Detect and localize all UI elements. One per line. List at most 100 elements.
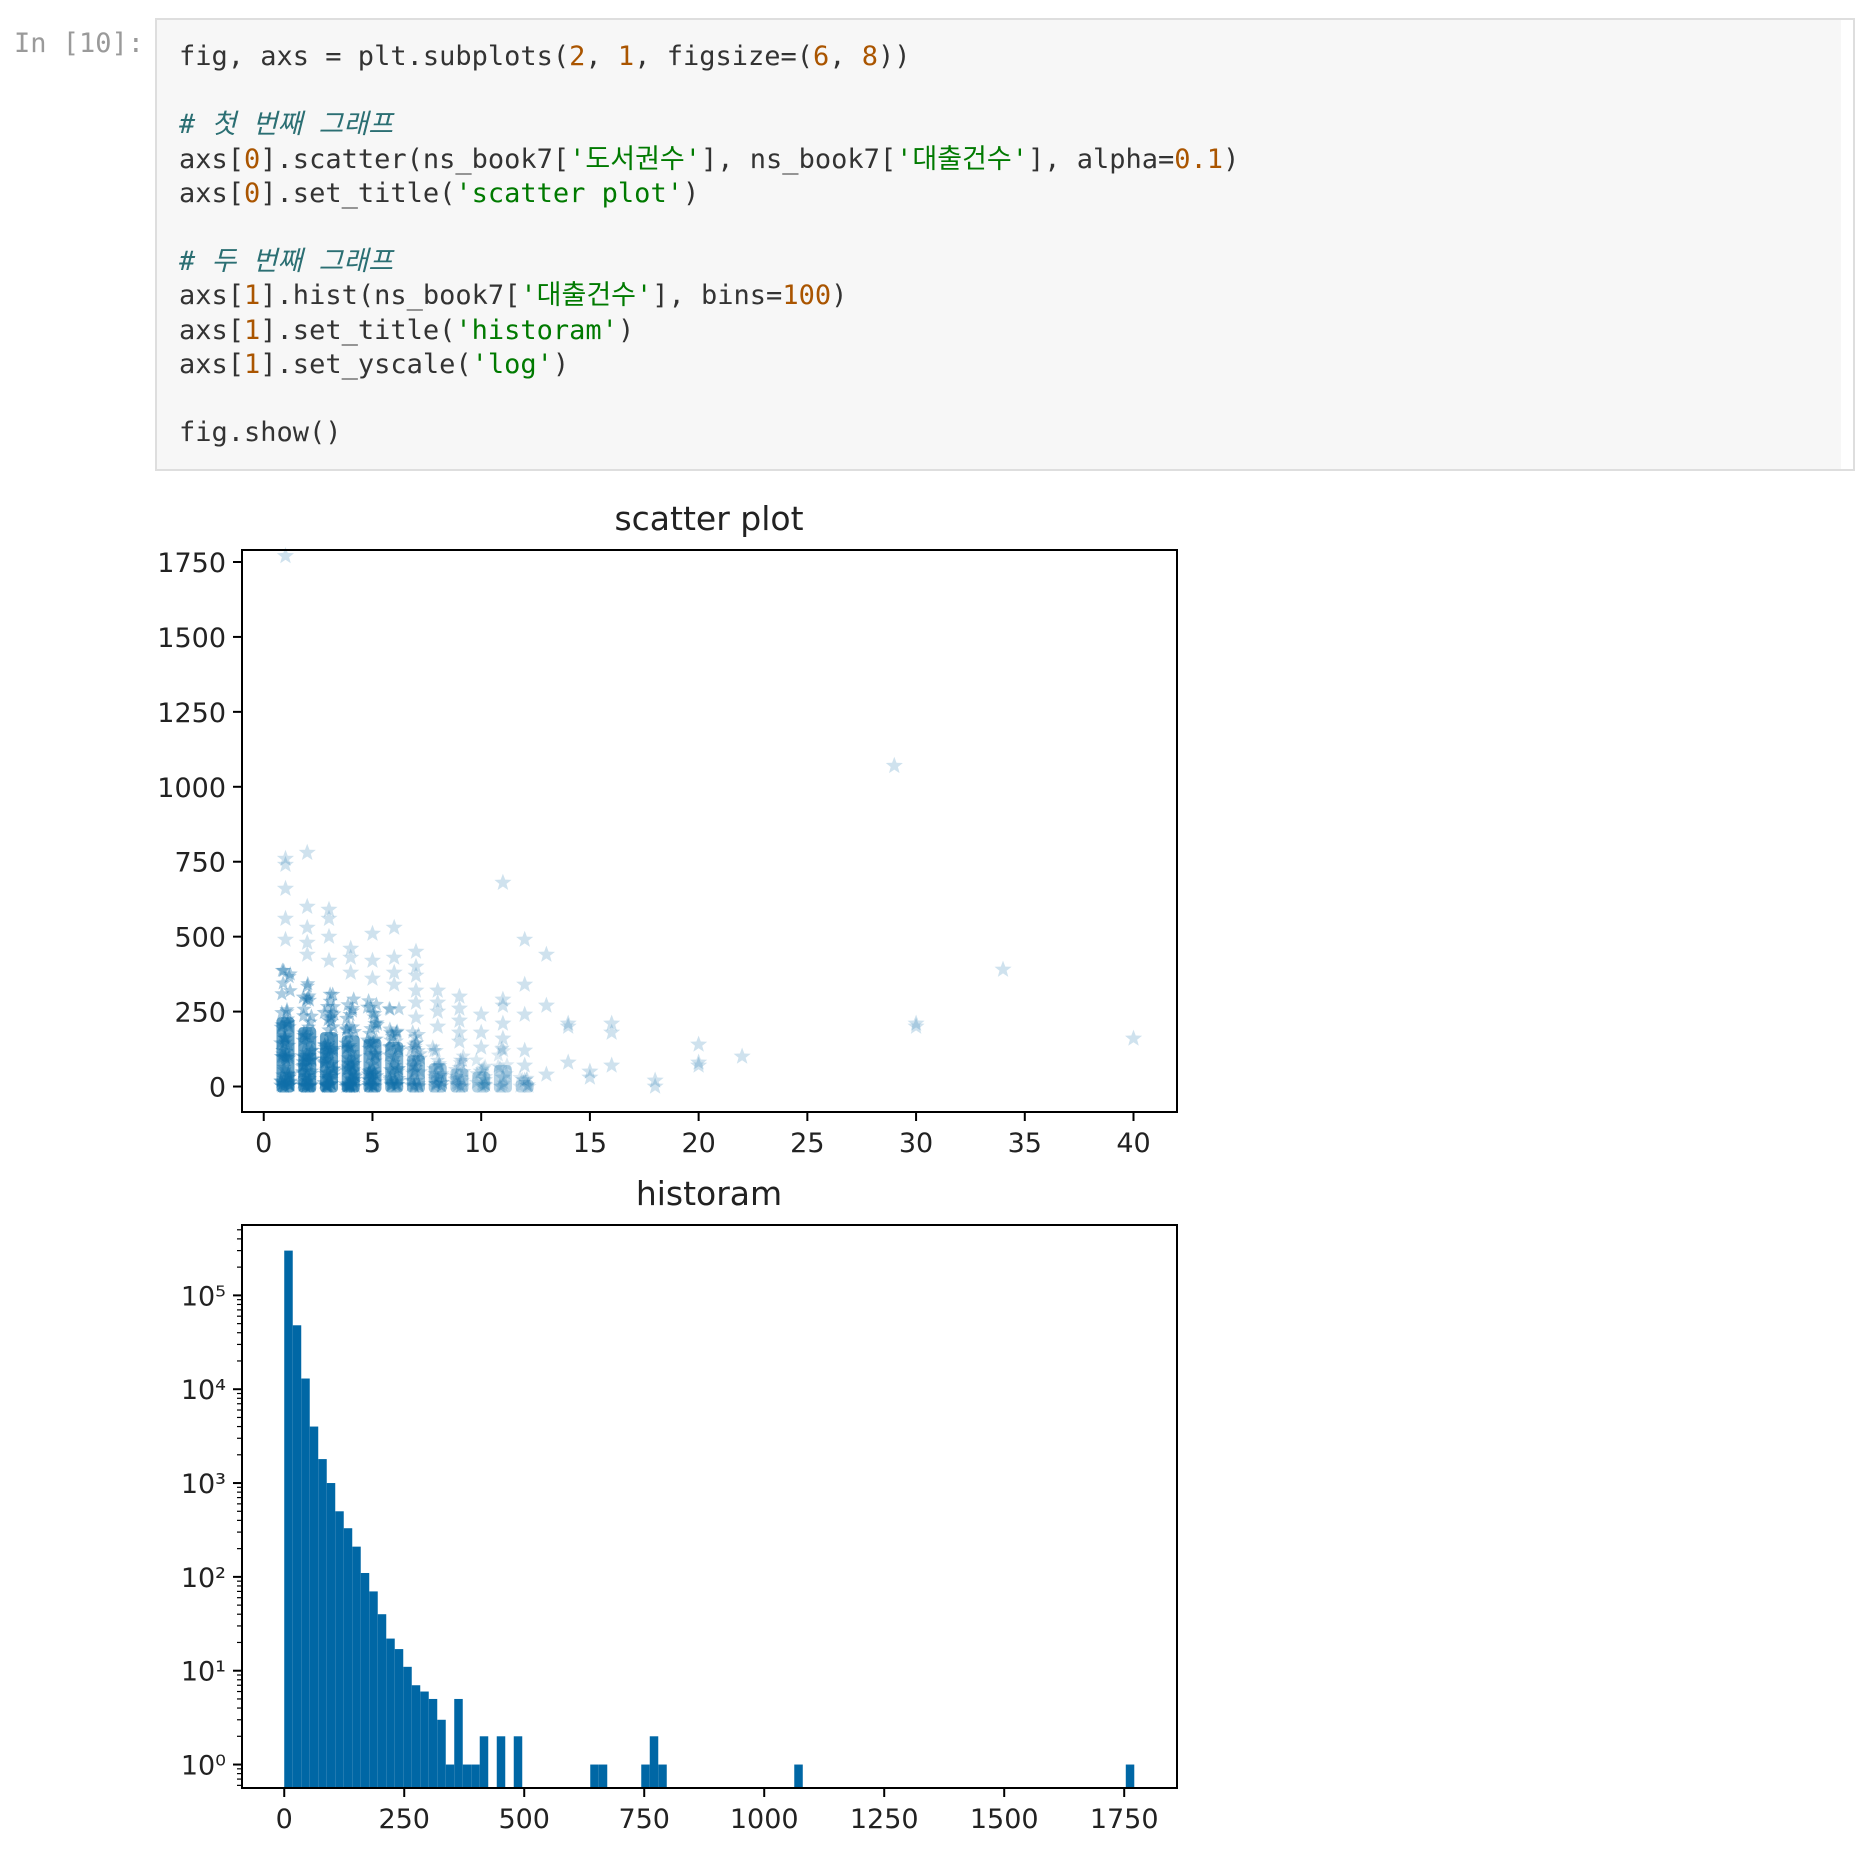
scatter-point <box>428 1042 444 1058</box>
scatter-point <box>477 1076 493 1091</box>
code-token-plain: axs[ <box>179 143 245 175</box>
histogram-bar <box>309 1426 319 1788</box>
scatter-point <box>409 1034 425 1050</box>
scatter-point <box>472 1062 490 1079</box>
code-line: axs[0].set_title('scatter plot') <box>179 177 1239 211</box>
y-tick-label: 1000 <box>157 773 226 804</box>
scatter-point <box>450 1032 468 1049</box>
scatter-point <box>516 930 534 947</box>
scatter-point <box>519 1071 535 1086</box>
scatter-point <box>382 1024 399 1039</box>
scatter-point <box>496 1075 512 1090</box>
scatter-point <box>276 855 294 872</box>
scatter-point <box>345 1000 361 1016</box>
code-cell-editor[interactable]: fig, axs = plt.subplots(2, 1, figsize=(6… <box>155 18 1855 471</box>
scatter-point <box>363 924 381 941</box>
scatter-point <box>388 1033 404 1048</box>
scatter-point <box>407 942 425 959</box>
code-token-str: '대출건수' <box>896 143 1028 175</box>
scatter-point <box>316 1004 332 1019</box>
scatter-point <box>425 1039 441 1054</box>
scatter-point <box>363 969 381 986</box>
y-tick-label: 750 <box>174 848 226 879</box>
scatter-point <box>494 996 512 1013</box>
histogram-bar <box>598 1764 608 1788</box>
scatter-point <box>494 1068 512 1085</box>
code-line: # 두 번째 그래프 <box>179 245 1239 279</box>
scatter-point <box>408 1035 424 1050</box>
scatter-point <box>363 951 381 968</box>
scatter-point <box>303 1008 319 1023</box>
scatter-point <box>383 1032 399 1047</box>
scatter-point <box>427 1078 443 1093</box>
scatter-point <box>490 1047 506 1062</box>
code-text[interactable]: fig, axs = plt.subplots(2, 1, figsize=(6… <box>179 40 1239 450</box>
scatter-point <box>279 1004 295 1019</box>
scatter-point <box>451 1059 467 1074</box>
scatter-point <box>477 1071 494 1087</box>
scatter-point <box>519 1077 535 1092</box>
scatter-point <box>282 982 298 998</box>
scatter-point <box>276 849 294 866</box>
scatter-dense-cluster <box>276 1017 295 1093</box>
scatter-point <box>276 879 294 896</box>
scatter-point <box>537 945 555 962</box>
scatter-point <box>428 1075 444 1091</box>
scatter-point <box>299 978 315 993</box>
scatter-point <box>407 981 425 998</box>
scatter-point <box>455 1052 471 1068</box>
scatter-dense-cluster <box>406 1055 425 1093</box>
scatter-point <box>406 1063 422 1079</box>
scatter-point <box>300 990 316 1005</box>
scatter-point <box>385 948 403 965</box>
histogram-bar <box>318 1459 327 1788</box>
scatter-point <box>410 1075 427 1091</box>
scatter-point <box>391 1000 407 1016</box>
histogram-ticks: 0 250 500 750 1000 1250 1500 1750 10⁰ 10¹ 10² 10³ 10… <box>181 1229 1159 1835</box>
y-tick-label: 10² <box>181 1563 226 1594</box>
scatter-point <box>296 1007 312 1023</box>
scatter-point <box>435 1074 451 1089</box>
scatter-point <box>478 1077 494 1092</box>
x-tick-label: 40 <box>1116 1128 1150 1159</box>
code-token-comment: # 두 번째 그래프 <box>179 246 394 278</box>
scatter-point <box>495 1077 511 1092</box>
x-tick-label: 0 <box>276 1804 293 1835</box>
scatter-point <box>519 1078 535 1093</box>
y-tick-label: 1500 <box>157 623 226 654</box>
scatter-point <box>406 1036 422 1052</box>
scatter-point <box>434 1067 451 1082</box>
scatter-point <box>514 1071 530 1086</box>
code-token-plain: , <box>829 41 862 72</box>
scatter-point <box>429 981 447 998</box>
code-token-plain: ) <box>552 348 570 380</box>
code-line: axs[1].hist(ns_book7['대출건수'], bins=100) <box>179 279 1239 313</box>
scatter-point <box>341 1026 357 1041</box>
scatter-point <box>385 918 403 935</box>
scatter-point <box>456 1078 472 1093</box>
scatter-point <box>452 1078 469 1093</box>
histogram-bar <box>649 1736 659 1788</box>
scatter-plot-area <box>242 550 1177 1112</box>
code-token-num: 8 <box>861 41 879 72</box>
scatter-axes: 0 5 10 15 20 25 30 35 40 0 250 500 750 1000 1250 1500 17… <box>157 499 1178 1159</box>
histogram-bar <box>454 1698 463 1788</box>
scatter-point <box>302 1014 318 1029</box>
editor-scrollbar[interactable] <box>1841 20 1853 469</box>
code-token-plain: , figsize=( <box>634 41 813 72</box>
scatter-point <box>320 909 338 926</box>
scatter-point <box>298 897 316 914</box>
scatter-point <box>405 1065 421 1080</box>
scatter-point <box>907 1014 925 1031</box>
code-token-str: 'log' <box>471 348 553 380</box>
scatter-point <box>338 1021 355 1036</box>
scatter-point <box>300 975 316 991</box>
scatter-point <box>450 987 468 1004</box>
scatter-point <box>340 996 356 1012</box>
scatter-point <box>559 1053 577 1070</box>
scatter-point <box>320 951 338 968</box>
code-token-str: '도서권수' <box>569 143 702 175</box>
scatter-point <box>448 1075 464 1091</box>
scatter-point <box>426 1068 443 1084</box>
